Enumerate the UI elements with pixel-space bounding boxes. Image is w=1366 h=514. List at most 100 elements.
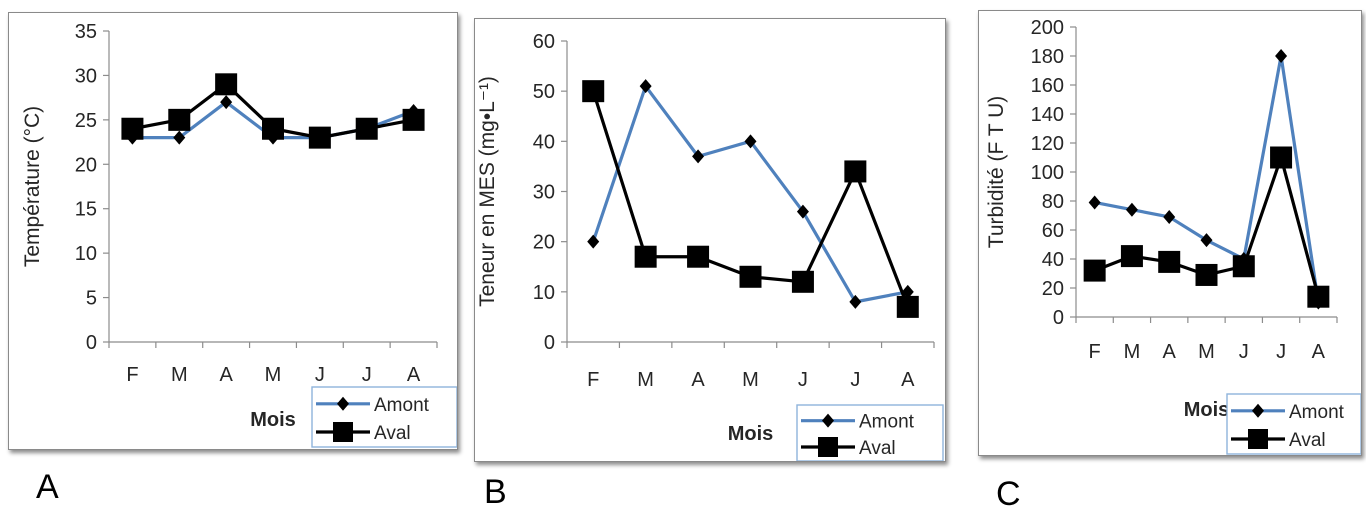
y-tick-label: 60	[533, 31, 555, 53]
legend-marker-diamond	[1252, 403, 1264, 418]
y-tick-label: 160	[1031, 75, 1064, 97]
panel-label-b: B	[484, 473, 507, 511]
data-point-square	[687, 245, 710, 268]
legend-marker-square	[1248, 429, 1268, 449]
chart-panel-a: 0 5 10 15 20 25 30 35 F M A M J J A Mois Température (°C…	[8, 12, 458, 450]
y-tick-label: 35	[75, 21, 97, 43]
x-tick-label: M	[742, 369, 759, 391]
y-tick-label: 10	[533, 282, 555, 304]
x-tick-label: J	[798, 369, 808, 391]
data-point-diamond	[220, 95, 233, 110]
data-point-square	[1158, 250, 1181, 273]
data-point-diamond	[1163, 209, 1176, 224]
panel-label-c: C	[996, 475, 1021, 513]
x-tick-label: A	[219, 364, 233, 386]
y-tick-label: 60	[1042, 220, 1064, 242]
legend-marker-diamond	[337, 396, 349, 411]
data-point-diamond	[173, 130, 186, 145]
data-point-square	[402, 108, 425, 131]
y-tick-label: 200	[1031, 17, 1064, 39]
data-point-square	[308, 126, 331, 149]
y-tick-label: 5	[86, 288, 97, 310]
y-tick-label: 40	[1042, 249, 1064, 271]
y-tick-label: 100	[1031, 162, 1064, 184]
data-point-diamond	[849, 294, 862, 309]
x-tick-label: A	[901, 369, 915, 391]
data-point-square	[1120, 245, 1143, 268]
data-point-diamond	[796, 204, 809, 219]
y-axis-title: Teneur en MES (mg•L⁻¹)	[476, 76, 499, 307]
legend-marker-square	[333, 422, 353, 442]
data-point-diamond	[639, 79, 652, 94]
x-tick-label: J	[362, 364, 372, 386]
x-tick-label: F	[1089, 341, 1101, 363]
data-point-square	[355, 117, 378, 140]
data-point-square	[1270, 146, 1293, 169]
legend-label: Aval	[859, 438, 896, 459]
x-tick-label: J	[1239, 341, 1249, 363]
data-point-square	[262, 117, 284, 140]
panel-label-a: A	[36, 468, 59, 506]
x-tick-label: A	[407, 364, 421, 386]
data-point-square	[582, 80, 605, 103]
x-tick-label: M	[1124, 341, 1141, 363]
data-point-square	[121, 117, 144, 140]
data-point-square	[896, 295, 919, 318]
y-tick-label: 50	[533, 81, 555, 103]
y-tick-label: 80	[1042, 191, 1064, 213]
x-axis-title: Mois	[250, 409, 296, 431]
x-tick-label: F	[587, 369, 599, 391]
y-tick-label: 25	[75, 110, 97, 132]
data-point-square	[1195, 263, 1218, 286]
temperature-chart: 0 5 10 15 20 25 30 35 F M A M J J A Mois Température (°C…	[21, 21, 457, 448]
data-point-diamond	[587, 234, 600, 249]
y-axis-title: Turbidité (F T U)	[985, 96, 1008, 248]
x-axis-title: Mois	[728, 423, 774, 445]
x-tick-label: M	[265, 364, 282, 386]
y-tick-label: 0	[86, 332, 97, 354]
data-point-square	[844, 160, 867, 183]
y-tick-label: 10	[75, 243, 97, 265]
legend-label: Amont	[374, 395, 430, 416]
legend-label: Amont	[1289, 402, 1345, 423]
y-tick-label: 0	[1053, 307, 1064, 329]
legend-marker-diamond	[822, 413, 834, 428]
y-tick-label: 20	[1042, 278, 1064, 300]
y-tick-label: 120	[1031, 133, 1064, 155]
x-axis-title: Mois	[1184, 399, 1230, 421]
legend-marker-square	[818, 437, 838, 457]
y-tick-label: 20	[533, 232, 555, 254]
data-point-diamond	[1125, 202, 1138, 217]
x-tick-label: J	[1276, 341, 1286, 363]
data-point-square	[1307, 285, 1330, 308]
y-tick-label: 180	[1031, 46, 1064, 68]
data-point-square	[791, 270, 814, 293]
data-point-square	[1232, 255, 1255, 278]
x-tick-label: A	[1163, 341, 1177, 363]
y-tick-label: 40	[533, 131, 555, 153]
chart-panel-c: 0 20 40 60 80 100 120 140 160 180 200 F M A M J J A Mois Tu…	[978, 10, 1362, 456]
legend-label: Aval	[374, 423, 411, 444]
legend-label: Aval	[1289, 430, 1326, 451]
data-point-square	[739, 265, 762, 288]
x-tick-label: A	[1312, 341, 1326, 363]
x-tick-label: M	[637, 369, 654, 391]
data-point-diamond	[744, 134, 757, 149]
legend-label: Amont	[859, 412, 915, 433]
data-point-square	[168, 108, 191, 131]
mes-chart: 0 10 20 30 40 50 60 F M A M J J A Mois Teneur en MES (m…	[476, 31, 944, 461]
y-tick-label: 15	[75, 199, 97, 221]
x-tick-label: J	[315, 364, 325, 386]
data-point-square	[1083, 259, 1106, 282]
y-axis-title: Température (°C)	[21, 106, 44, 267]
x-tick-label: M	[1198, 341, 1215, 363]
data-point-diamond	[692, 149, 705, 164]
data-point-diamond	[1088, 195, 1101, 210]
x-tick-label: F	[126, 364, 138, 386]
data-point-diamond	[1200, 233, 1213, 248]
data-point-square	[634, 245, 657, 268]
y-tick-label: 30	[75, 65, 97, 87]
y-tick-label: 0	[544, 332, 555, 354]
data-point-diamond	[1275, 49, 1288, 63]
